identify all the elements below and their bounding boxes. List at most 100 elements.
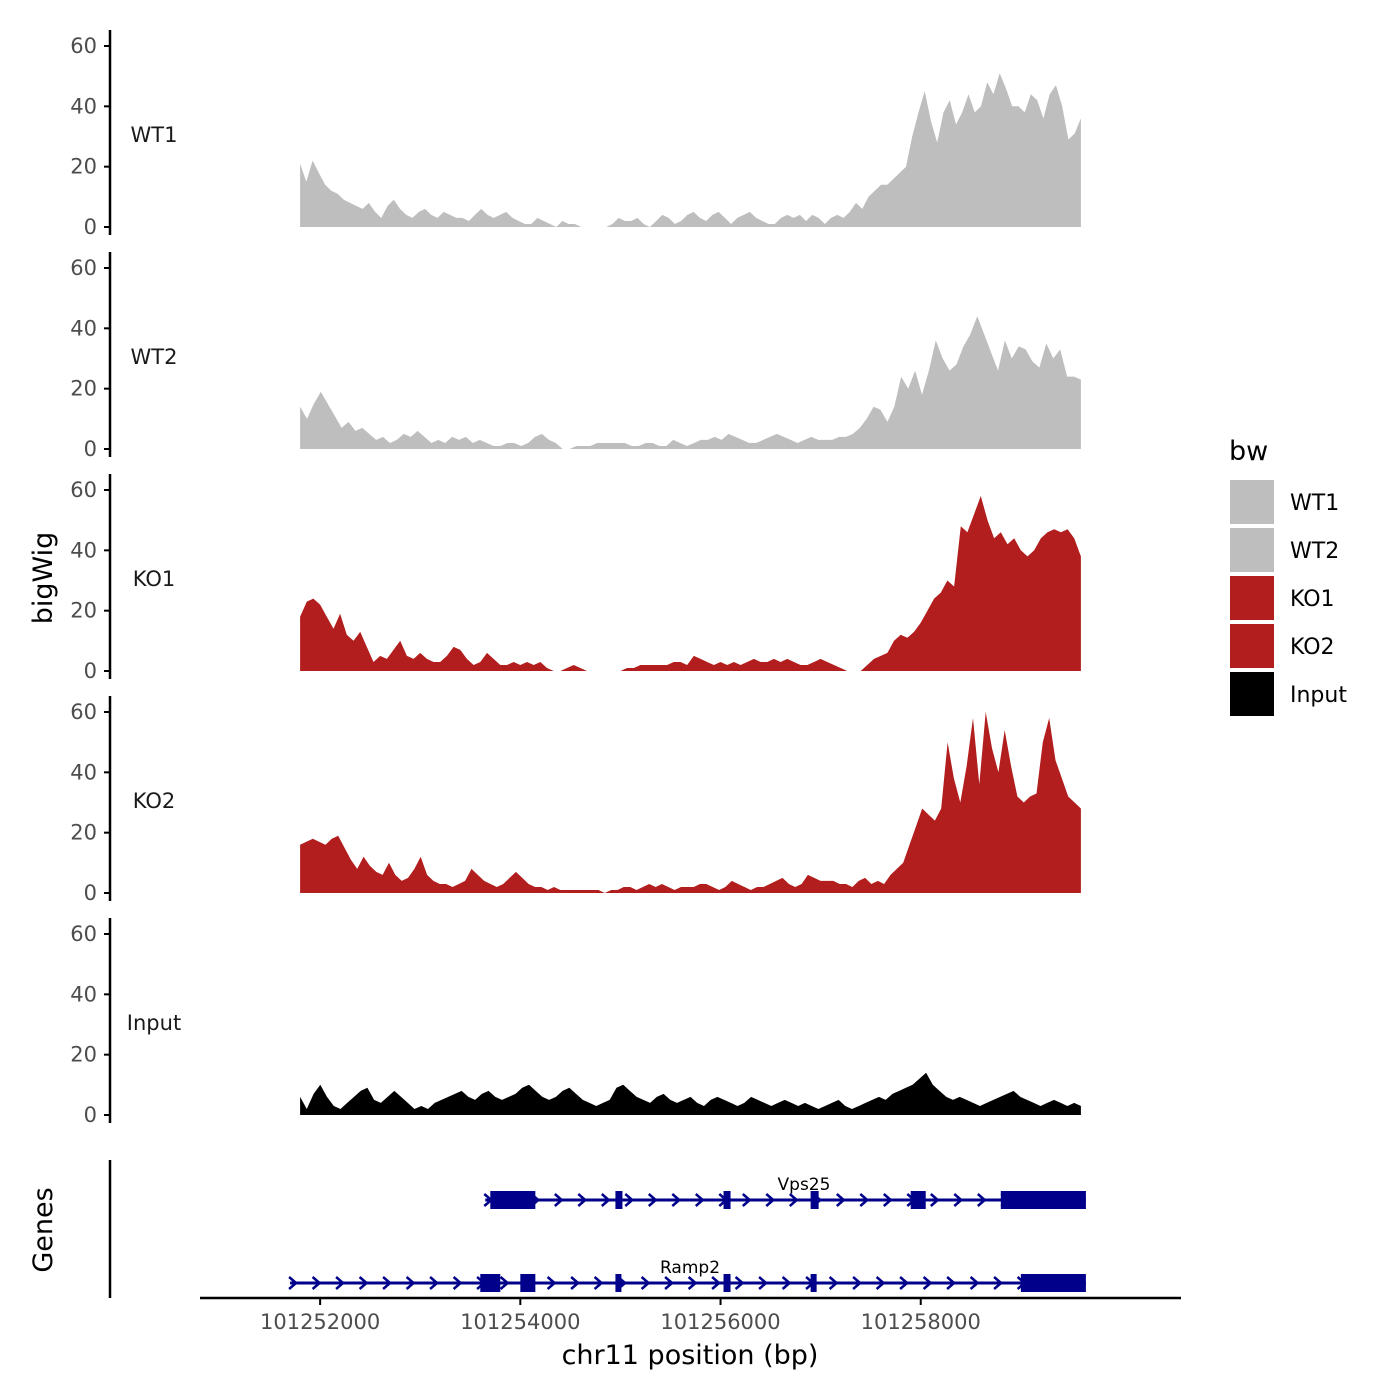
strand-arrow bbox=[335, 1276, 346, 1290]
track-label-wt2: WT2 bbox=[131, 345, 178, 369]
legend-swatch bbox=[1230, 528, 1274, 572]
panel-ko2: 0 20 40 60 KO2 bbox=[70, 696, 1081, 905]
strand-arrow bbox=[976, 1193, 987, 1207]
strand-arrow bbox=[358, 1276, 369, 1290]
y-tick-label: 60 bbox=[70, 34, 97, 58]
y-tick-label: 20 bbox=[70, 377, 97, 401]
y-tick-label: 60 bbox=[70, 478, 97, 502]
strand-arrow bbox=[741, 1193, 752, 1207]
y-tick-label: 20 bbox=[70, 1043, 97, 1067]
strand-arrow bbox=[624, 1193, 635, 1207]
x-tick-label: 101254000 bbox=[460, 1310, 580, 1334]
strand-arrow bbox=[311, 1276, 322, 1290]
exon bbox=[1020, 1274, 1086, 1292]
exon bbox=[490, 1191, 536, 1209]
legend-item-ko1: KO1 bbox=[1230, 576, 1335, 620]
area-ko2 bbox=[300, 712, 1081, 893]
strand-arrow bbox=[859, 1193, 870, 1207]
y-tick-label: 60 bbox=[70, 256, 97, 280]
legend-label: WT1 bbox=[1290, 491, 1339, 516]
legend-item-wt1: WT1 bbox=[1230, 480, 1339, 524]
y-tick-label: 60 bbox=[70, 922, 97, 946]
strand-arrow bbox=[875, 1276, 886, 1290]
x-tick-label: 101258000 bbox=[861, 1310, 981, 1334]
strand-arrow bbox=[671, 1193, 682, 1207]
y-tick-label: 20 bbox=[70, 821, 97, 845]
strand-arrow bbox=[687, 1276, 698, 1290]
strand-arrow bbox=[734, 1276, 745, 1290]
y-tick-label: 20 bbox=[70, 599, 97, 623]
y-tick-label: 40 bbox=[70, 316, 97, 340]
strand-arrow bbox=[694, 1193, 705, 1207]
legend-label: KO1 bbox=[1290, 587, 1335, 612]
y-tick-label: 0 bbox=[84, 1103, 97, 1127]
legend-swatch bbox=[1230, 576, 1274, 620]
legend-title: bw bbox=[1229, 436, 1268, 467]
y-tick-label: 40 bbox=[70, 538, 97, 562]
x-tick-label: 101256000 bbox=[660, 1310, 780, 1334]
exon bbox=[810, 1191, 819, 1209]
gene-name-label: Ramp2 bbox=[660, 1258, 720, 1278]
exon bbox=[723, 1274, 731, 1292]
gene-ramp2: Ramp2 bbox=[288, 1258, 1086, 1292]
x-axis-title: chr11 position (bp) bbox=[562, 1340, 819, 1371]
strand-arrow bbox=[452, 1276, 463, 1290]
panel-wt1: 0 20 40 60 WT1 bbox=[70, 30, 1081, 239]
exon bbox=[615, 1191, 623, 1209]
y-tick-label: 20 bbox=[70, 155, 97, 179]
track-label-ko1: KO1 bbox=[133, 567, 176, 591]
strand-arrow bbox=[640, 1276, 651, 1290]
strand-arrow bbox=[828, 1276, 839, 1290]
area-ko1 bbox=[300, 496, 1081, 671]
area-input bbox=[300, 1072, 1081, 1115]
x-axis: 101252000 101254000 101256000 101258000 bbox=[200, 1296, 1181, 1334]
track-label-ko2: KO2 bbox=[133, 789, 176, 813]
legend-item-wt2: WT2 bbox=[1230, 528, 1339, 572]
strand-arrow bbox=[993, 1276, 1004, 1290]
area-wt1 bbox=[300, 73, 1081, 227]
legend: bw WT1 WT2 KO1 KO2 Input bbox=[1229, 436, 1347, 716]
legend-swatch bbox=[1230, 624, 1274, 668]
strand-arrow bbox=[382, 1276, 393, 1290]
strand-arrow bbox=[788, 1193, 799, 1207]
strand-arrow bbox=[953, 1193, 964, 1207]
genes-axis-title: Genes bbox=[28, 1187, 59, 1272]
strand-arrow bbox=[570, 1276, 581, 1290]
exon bbox=[910, 1191, 926, 1209]
strand-arrow bbox=[499, 1276, 510, 1290]
strand-arrow bbox=[664, 1276, 675, 1290]
track-panels: 0 20 40 60 WT1 0 20 40 60 WT2 0 20 40 60 KO1 0 20 40 60 KO2… bbox=[70, 30, 1081, 1127]
gene-panel: Vps25 Ramp2 bbox=[108, 1160, 1086, 1298]
strand-arrow bbox=[758, 1276, 769, 1290]
legend-item-ko2: KO2 bbox=[1230, 624, 1335, 668]
legend-label: WT2 bbox=[1290, 539, 1339, 564]
panel-input: 0 20 40 60 Input bbox=[70, 918, 1081, 1127]
exon bbox=[615, 1274, 622, 1292]
strand-arrow bbox=[429, 1276, 440, 1290]
strand-arrow bbox=[405, 1276, 416, 1290]
strand-arrow bbox=[882, 1193, 893, 1207]
strand-arrow bbox=[577, 1193, 588, 1207]
y-tick-label: 0 bbox=[84, 659, 97, 683]
strand-arrow bbox=[781, 1276, 792, 1290]
panel-wt2: 0 20 40 60 WT2 bbox=[70, 252, 1081, 461]
legend-item-input: Input bbox=[1230, 672, 1347, 716]
y-tick-label: 60 bbox=[70, 700, 97, 724]
track-label-input: Input bbox=[127, 1011, 181, 1035]
strand-arrow bbox=[553, 1193, 564, 1207]
strand-arrow bbox=[600, 1193, 611, 1207]
exon bbox=[520, 1274, 536, 1292]
track-label-wt1: WT1 bbox=[131, 123, 178, 147]
area-wt2 bbox=[300, 316, 1081, 449]
y-axis-title: bigWig bbox=[28, 532, 59, 625]
y-tick-label: 40 bbox=[70, 760, 97, 784]
strand-arrow bbox=[835, 1193, 846, 1207]
gene-name-label: Vps25 bbox=[778, 1175, 831, 1195]
legend-swatch bbox=[1230, 480, 1274, 524]
gene-vps25: Vps25 bbox=[483, 1175, 1086, 1209]
strand-arrow bbox=[922, 1276, 933, 1290]
y-tick-label: 40 bbox=[70, 94, 97, 118]
legend-swatch bbox=[1230, 672, 1274, 716]
legend-label: KO2 bbox=[1290, 635, 1335, 660]
strand-arrow bbox=[946, 1276, 957, 1290]
